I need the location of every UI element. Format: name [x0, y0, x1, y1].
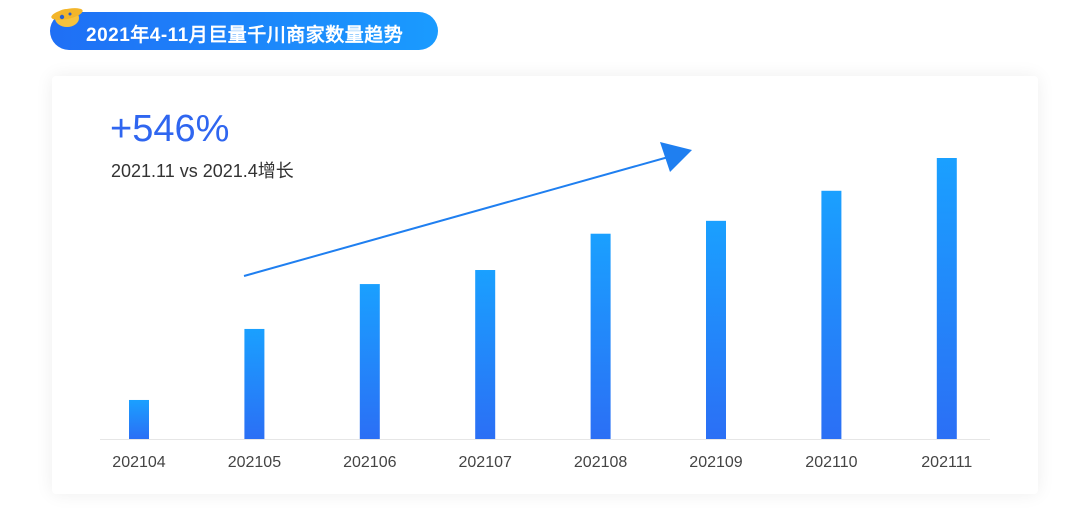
x-tick-label: 202110	[805, 454, 857, 471]
bar-202107	[475, 270, 496, 439]
growth-caption: 2021.11 vs 2021.4增长	[111, 161, 294, 181]
bar-202105	[244, 328, 265, 439]
x-tick-label: 202108	[574, 454, 627, 471]
x-tick-label: 202109	[689, 454, 742, 471]
trend-arrow-head-icon	[660, 142, 692, 172]
chart-card	[52, 76, 1038, 494]
bar-202108	[590, 233, 611, 439]
x-tick-label: 202104	[112, 454, 165, 471]
x-tick-label: 202107	[459, 454, 512, 471]
x-tick-label: 202106	[343, 454, 396, 471]
bar-202106	[359, 284, 380, 439]
chart-title: 2021年4-11月巨量千川商家数量趋势	[86, 25, 404, 46]
bar-202109	[706, 220, 726, 439]
x-tick-label: 202105	[228, 454, 281, 471]
x-tick-label: 202111	[921, 454, 972, 471]
growth-value: +546%	[110, 108, 230, 150]
bar-202104	[129, 399, 149, 439]
mascot-icon	[51, 8, 83, 27]
bar-202111	[936, 158, 957, 439]
trend-arrow-line	[243, 155, 673, 277]
bar-202110	[821, 190, 842, 439]
title-banner: 2021年4-11月巨量千川商家数量趋势	[50, 12, 438, 50]
